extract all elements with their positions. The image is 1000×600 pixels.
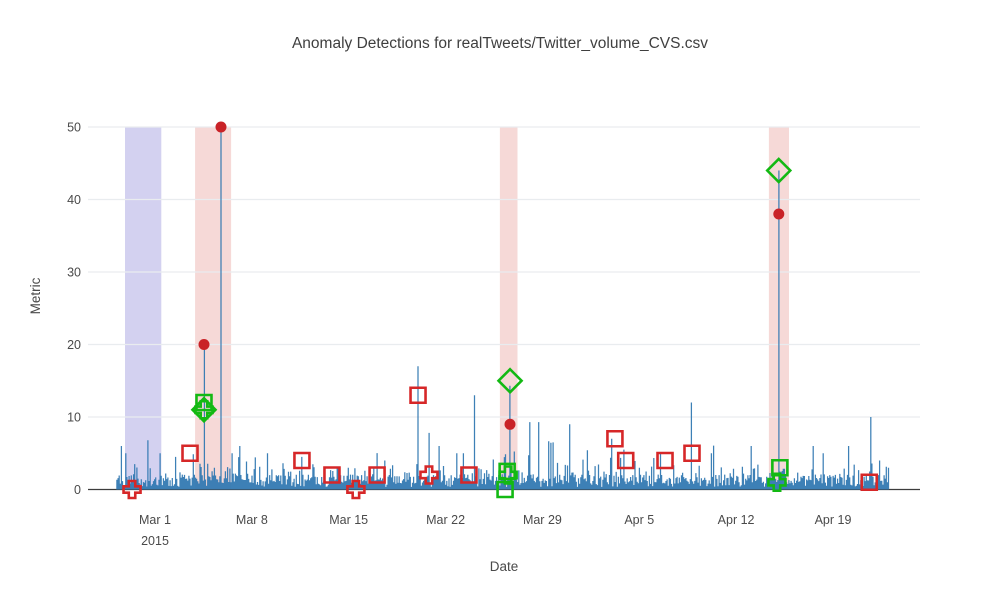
- marker-red-cross: [346, 479, 366, 500]
- anomaly-window-bands: [125, 127, 789, 490]
- highlight-band-2: [499, 127, 518, 490]
- marker-red-square: [616, 451, 635, 470]
- x-tick-label: Mar 15: [329, 513, 368, 527]
- marker-red-square: [293, 451, 311, 470]
- metric-series-path: [116, 127, 890, 490]
- marker-red-cross: [419, 465, 439, 485]
- marker-green-diamond: [496, 367, 524, 395]
- marker-red-dot: [773, 208, 785, 220]
- anomaly-markers: [122, 121, 879, 500]
- x-axis-title: Date: [490, 559, 519, 574]
- metric-series-line: [116, 127, 890, 490]
- y-axis-title: Metric: [28, 277, 43, 314]
- marker-red-square: [460, 466, 478, 484]
- marker-red-square: [860, 473, 879, 492]
- y-tick-label-50: 50: [67, 121, 81, 135]
- marker-red-dot: [504, 418, 516, 430]
- x-axis-tick-labels: Mar 1 2015 Mar 8 Mar 15 Mar 22 Mar 29 Apr 5 Apr…: [139, 513, 851, 548]
- marker-green-diamond: [765, 157, 793, 184]
- marker-red-dot: [198, 339, 210, 350]
- x-tick-label: Mar 8: [236, 513, 268, 527]
- x-tick-label: Mar 29: [523, 513, 562, 527]
- y-tick-label-30: 30: [67, 266, 81, 280]
- marker-red-square: [656, 451, 674, 470]
- y-tick-label-20: 20: [67, 338, 81, 352]
- marker-green-square: [771, 458, 789, 477]
- y-axis-tick-labels: 0 10 20 30 40 50: [67, 121, 81, 498]
- marker-red-square: [606, 429, 624, 448]
- x-tick-label: Apr 19: [815, 513, 852, 527]
- highlight-band-1: [195, 127, 232, 490]
- x-tick-label: Apr 12: [718, 513, 755, 527]
- marker-green-square: [496, 480, 514, 499]
- x-tick-sublabel-year: 2015: [141, 534, 169, 548]
- y-tick-label-40: 40: [67, 193, 81, 207]
- marker-green-cross: [194, 399, 214, 420]
- marker-red-square: [409, 386, 427, 405]
- marker-red-square: [181, 444, 199, 463]
- marker-red-square: [683, 444, 701, 463]
- plot-area[interactable]: [88, 127, 920, 490]
- x-tick-label: Apr 5: [624, 513, 654, 527]
- y-tick-label-10: 10: [67, 411, 81, 425]
- marker-red-cross: [122, 479, 142, 500]
- marker-green-cross: [498, 465, 518, 485]
- x-tick-label: Mar 1: [139, 513, 171, 527]
- highlight-band-0: [125, 127, 162, 490]
- chart-title: Anomaly Detections for realTweets/Twitte…: [292, 35, 708, 52]
- marker-red-dot: [215, 121, 227, 133]
- marker-red-square: [368, 466, 386, 484]
- x-tick-label: Mar 22: [426, 513, 465, 527]
- marker-green-cross: [767, 472, 787, 493]
- marker-red-square: [323, 466, 341, 484]
- y-tick-label-0: 0: [74, 483, 81, 497]
